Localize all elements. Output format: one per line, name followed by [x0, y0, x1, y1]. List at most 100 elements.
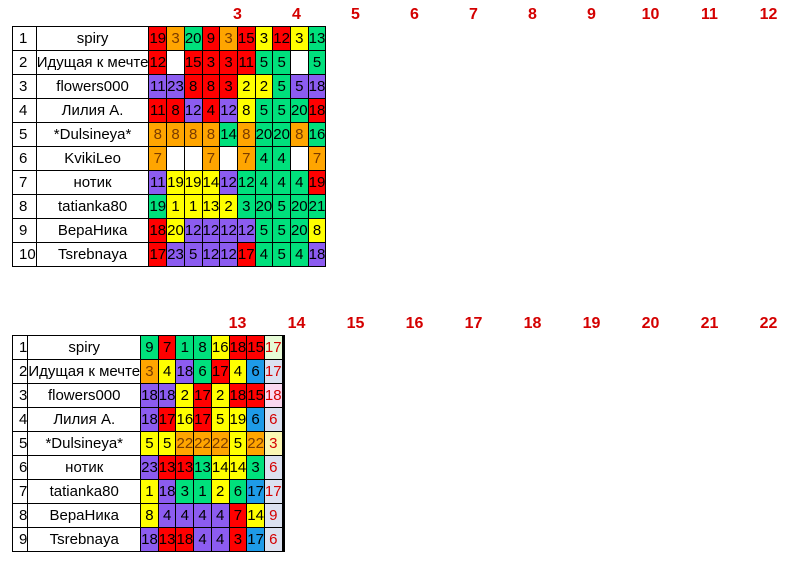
score-cell: 2	[219, 194, 238, 219]
score-cell: 4	[157, 359, 177, 384]
score-cell: 8	[289, 122, 309, 147]
score-cell: 8	[193, 335, 212, 360]
score-cell	[282, 503, 285, 528]
score-cell: 17	[236, 242, 256, 267]
score-cell: 8	[140, 503, 159, 528]
score-cell: 3	[254, 26, 274, 51]
score-cell: 6	[263, 455, 283, 480]
score-cell: 11	[148, 170, 168, 195]
score-cell	[282, 527, 285, 552]
score-cell: 18	[263, 383, 283, 408]
score-cell: 4	[254, 170, 274, 195]
score-cell: 17	[193, 383, 212, 408]
table-row: 7 нотик 11 19 19 14 12 12 4 4 4 19	[12, 170, 327, 195]
score-cell: 22	[175, 431, 195, 456]
score-cell: 12	[183, 98, 203, 123]
score-cell: 7	[307, 146, 327, 171]
score-cell: 17	[263, 359, 283, 384]
score-cell: 1	[183, 194, 203, 219]
score-cell	[289, 50, 309, 75]
score-cell: 4	[201, 98, 221, 123]
score-cell: 8	[236, 122, 256, 147]
participant-name: tatianka80	[35, 194, 150, 219]
row-number: 6	[11, 455, 29, 480]
score-cell: 8	[201, 122, 221, 147]
score-cell: 18	[140, 407, 159, 432]
round-number-label: 5	[351, 6, 360, 23]
score-cell: 4	[228, 359, 248, 384]
score-cell: 17	[210, 359, 230, 384]
score-cell: 12	[148, 50, 168, 75]
participant-name: spiry	[35, 26, 150, 51]
score-cell: 9	[140, 335, 159, 360]
row-number: 6	[12, 146, 37, 171]
score-cell: 12	[201, 242, 221, 267]
score-cell: 20	[272, 122, 291, 147]
score-cell: 20	[254, 194, 274, 219]
score-cell: 5	[228, 431, 248, 456]
row-number: 1	[12, 26, 37, 51]
row-number: 7	[12, 170, 37, 195]
score-cell: 18	[140, 383, 159, 408]
round-number-label: 8	[528, 6, 537, 23]
row-number: 4	[12, 98, 37, 123]
score-cell: 18	[157, 383, 177, 408]
score-cell: 19	[307, 170, 327, 195]
score-cell: 13	[193, 455, 212, 480]
score-cell: 4	[254, 146, 274, 171]
score-cell: 23	[166, 74, 185, 99]
score-cell: 3	[228, 527, 248, 552]
score-grid: 1 spiry 19 3 20 9 3 15 3 12 3 13 2 Идущая к мечте 12 15…	[12, 26, 327, 267]
score-cell: 14	[219, 122, 238, 147]
score-cell	[282, 455, 285, 480]
row-number: 4	[11, 407, 29, 432]
score-cell: 11	[148, 74, 168, 99]
score-cell	[166, 146, 185, 171]
score-cell: 18	[148, 218, 168, 243]
score-cell: 14	[246, 503, 265, 528]
score-cell: 18	[307, 98, 327, 123]
score-cell: 5	[254, 218, 274, 243]
score-cell: 18	[157, 479, 177, 504]
score-cell: 4	[193, 503, 212, 528]
score-cell: 18	[228, 383, 248, 408]
score-cell: 5	[183, 242, 203, 267]
score-cell	[282, 407, 285, 432]
score-cell: 15	[246, 335, 265, 360]
score-cell: 4	[289, 170, 309, 195]
score-cell: 5	[272, 194, 291, 219]
score-cell: 12	[272, 26, 291, 51]
participant-name: flowers000	[27, 383, 142, 408]
score-cell: 8	[183, 122, 203, 147]
score-cell: 12	[236, 170, 256, 195]
participant-name: Tsrebnaya	[35, 242, 150, 267]
score-cell: 17	[246, 527, 265, 552]
score-cell: 6	[228, 479, 248, 504]
score-cell: 8	[201, 74, 221, 99]
score-cell: 7	[228, 503, 248, 528]
score-cell: 22	[246, 431, 265, 456]
score-cell: 18	[175, 527, 195, 552]
score-cell: 1	[166, 194, 185, 219]
score-cell: 13	[307, 26, 327, 51]
score-cell: 17	[246, 479, 265, 504]
score-cell: 8	[166, 122, 185, 147]
score-cell	[282, 431, 285, 456]
score-cell: 11	[148, 98, 168, 123]
row-number: 7	[11, 479, 29, 504]
row-number: 10	[12, 242, 37, 267]
score-cell: 3	[166, 26, 185, 51]
score-cell	[289, 146, 309, 171]
round-number-label: 17	[464, 315, 483, 332]
table-row: 4 Лилия А. 11 8 12 4 12 8 5 5 20 18	[12, 98, 327, 123]
table-row: 7 tatianka80 1 18 3 1 2 6 17 17	[11, 479, 285, 504]
score-cell: 12	[236, 218, 256, 243]
table-row: 9 Tsrebnaya 18 13 18 4 4 3 17 6	[11, 527, 285, 552]
score-cell: 8	[166, 98, 185, 123]
score-cell: 5	[140, 431, 159, 456]
score-cell: 20	[254, 122, 274, 147]
score-cell	[183, 146, 203, 171]
score-cell: 19	[166, 170, 185, 195]
round-number-label: 4	[292, 6, 301, 23]
score-cell: 19	[148, 26, 168, 51]
